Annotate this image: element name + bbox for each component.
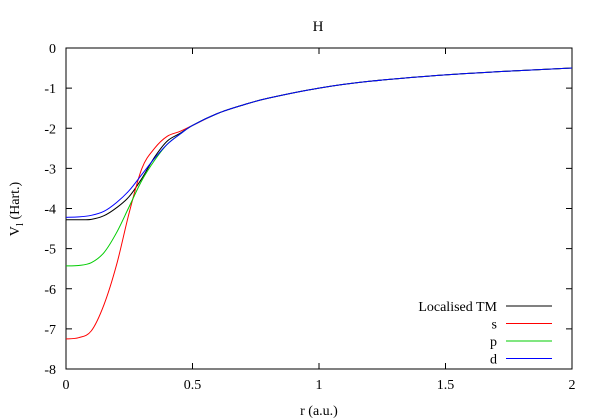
x-axis-ticks: 0 0.5 1 1.5 2 bbox=[63, 48, 576, 393]
y-axis-ticks: 0 -1 -2 -3 -4 -5 -6 -7 -8 bbox=[44, 42, 572, 378]
y-tick-label: -8 bbox=[44, 363, 56, 378]
x-tick-label: 0 bbox=[63, 378, 70, 393]
legend-label: s bbox=[492, 318, 497, 333]
series-line-d bbox=[65, 67, 573, 218]
series-lines bbox=[65, 67, 573, 340]
y-tick-label: -3 bbox=[44, 162, 56, 177]
y-axis-label: Vl (Hart.) bbox=[8, 181, 26, 236]
y-tick-label: -7 bbox=[44, 323, 56, 338]
legend-label: d bbox=[490, 353, 497, 368]
y-axis-label-unit: (Hart.) bbox=[8, 181, 23, 223]
y-tick-label: 0 bbox=[49, 42, 56, 57]
y-tick-label: -1 bbox=[44, 82, 56, 97]
chart-title: H bbox=[313, 19, 324, 35]
x-tick-label: 0.5 bbox=[184, 378, 202, 393]
legend-label: Localised TM bbox=[418, 300, 497, 315]
x-tick-label: 2 bbox=[569, 378, 576, 393]
y-axis-label-symbol: V bbox=[8, 226, 23, 236]
y-axis-label-subscript: l bbox=[14, 223, 26, 226]
legend-label: p bbox=[490, 335, 497, 350]
y-tick-label: -4 bbox=[44, 203, 56, 218]
y-tick-label: -2 bbox=[44, 122, 56, 137]
x-tick-label: 1.5 bbox=[437, 378, 455, 393]
legend: Localised TM spd bbox=[418, 300, 552, 368]
x-axis-label: r (a.u.) bbox=[300, 404, 338, 419]
y-tick-label: -6 bbox=[44, 283, 56, 298]
x-tick-label: 1 bbox=[316, 378, 323, 393]
y-tick-label: -5 bbox=[44, 243, 56, 258]
